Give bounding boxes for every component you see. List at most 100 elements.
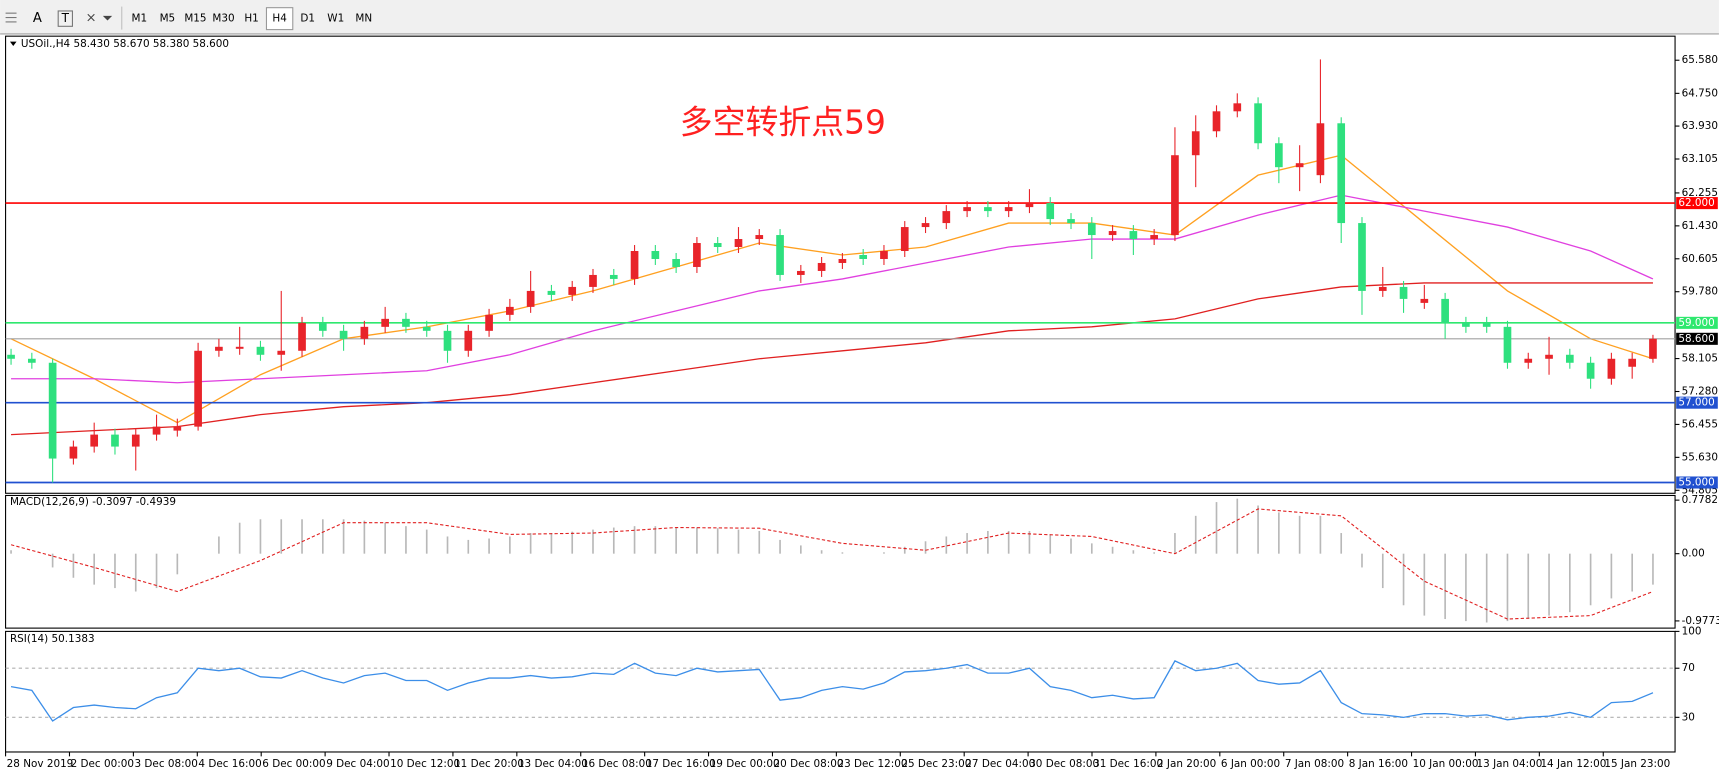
macd-signal	[10, 508, 1654, 620]
timeframe-button[interactable]: MN	[355, 13, 372, 25]
candle-body	[900, 227, 909, 252]
y-tick-label: 60.605	[1682, 253, 1718, 265]
candle-body	[1191, 131, 1200, 156]
rsi-label: RSI(14) 50.1383	[10, 633, 95, 645]
candle-body	[69, 446, 78, 459]
candle-body	[7, 354, 15, 359]
rsi-line	[10, 660, 1654, 722]
candle-body	[672, 258, 680, 267]
candle-body	[90, 434, 99, 447]
y-tick-label: 30	[1682, 711, 1695, 723]
y-tick-label: 63.930	[1682, 120, 1718, 132]
timeframe-button[interactable]: M15	[184, 13, 206, 25]
candle-body	[1108, 231, 1117, 236]
candle-body	[568, 286, 577, 295]
x-tick-label: 13 Dec 04:00	[518, 758, 588, 770]
candle-body	[1441, 298, 1449, 323]
level-label: 58.600	[1678, 333, 1714, 345]
candle-body	[589, 274, 597, 287]
x-tick-label: 23 Dec 12:00	[837, 758, 907, 770]
timeframe-button[interactable]: H4	[272, 13, 287, 25]
candle-body	[1254, 103, 1262, 144]
candle-body	[339, 330, 348, 339]
candle-body	[1649, 338, 1657, 359]
candle-body	[1420, 298, 1429, 303]
candle-body	[1087, 223, 1096, 236]
candle-body	[1462, 322, 1470, 327]
candle-body	[256, 346, 265, 355]
timeframe-button[interactable]: M5	[160, 13, 176, 25]
candle-body	[734, 239, 743, 248]
price-panel	[5, 35, 1676, 494]
y-tick-label: 61.430	[1682, 220, 1718, 232]
x-tick-label: 2 Dec 00:00	[71, 758, 134, 770]
y-tick-label: 55.630	[1682, 451, 1718, 463]
candle-body	[755, 235, 764, 240]
candle-body	[1337, 123, 1346, 224]
x-tick-label: 19 Dec 00:00	[710, 758, 780, 770]
timeframe-button[interactable]: H1	[244, 13, 258, 25]
level-label: 59.000	[1678, 317, 1714, 329]
y-tick-label: 63.105	[1682, 153, 1718, 165]
y-tick-label: 58.105	[1682, 353, 1718, 365]
timeframe-button[interactable]: D1	[300, 13, 315, 25]
x-tick-label: 28 Nov 2019	[7, 758, 74, 770]
y-tick-label: 56.455	[1682, 418, 1718, 430]
candle-body	[1586, 362, 1595, 379]
timeframe-button[interactable]: W1	[327, 13, 344, 25]
x-tick-label: 8 Jan 16:00	[1349, 758, 1408, 770]
candle-body	[506, 306, 514, 315]
candle-body	[1378, 286, 1387, 291]
x-tick-label: 27 Dec 04:00	[965, 758, 1035, 770]
candle-body	[921, 223, 930, 228]
candle-body	[111, 434, 119, 447]
annotation: 多空转折点59	[680, 102, 886, 141]
candle-body	[28, 358, 36, 363]
timeframe-button[interactable]: M1	[132, 13, 148, 25]
collapse-arrow[interactable]	[9, 41, 17, 47]
candle-body	[402, 318, 410, 327]
candle-body	[1233, 103, 1242, 112]
tool-text[interactable]: A	[33, 11, 42, 26]
y-tick-label: 0.7782	[1682, 494, 1718, 506]
candle-body	[1628, 358, 1637, 367]
moving-average	[11, 194, 1654, 384]
candle-body	[1482, 322, 1491, 327]
x-tick-label: 9 Dec 04:00	[326, 758, 389, 770]
active-timeframe	[265, 7, 294, 31]
tool-shapes[interactable]	[87, 13, 113, 22]
candle-body	[1275, 143, 1283, 168]
candle-body	[1503, 326, 1512, 363]
timeframe-button[interactable]: M30	[212, 13, 234, 25]
candle-body	[215, 346, 223, 351]
candle-body	[817, 262, 826, 271]
candle-body	[1004, 207, 1013, 212]
candle-body	[173, 426, 182, 431]
tool-label[interactable]: T	[61, 11, 70, 25]
y-tick-label: 70	[1682, 662, 1695, 674]
y-tick-label: 59.780	[1682, 286, 1718, 298]
x-tick-label: 25 Dec 23:00	[901, 758, 971, 770]
x-tick-label: 14 Jan 12:00	[1540, 758, 1606, 770]
candle-body	[630, 251, 639, 279]
y-tick-label: 100	[1682, 625, 1702, 637]
candle-body	[1067, 219, 1075, 224]
candle-body	[693, 243, 701, 267]
y-tick-label: 54.805	[1682, 484, 1718, 496]
candle-body	[547, 290, 556, 295]
y-tick-label: -0.9773	[1682, 615, 1719, 627]
candle-body	[152, 426, 161, 435]
y-tick-label: 0.00	[1682, 548, 1705, 560]
candle-body	[235, 346, 244, 349]
x-tick-label: 31 Dec 16:00	[1093, 758, 1163, 770]
candle-body	[1212, 111, 1221, 132]
level-label: 55.000	[1678, 477, 1714, 489]
tool-frame	[57, 10, 73, 27]
candle-body	[1399, 286, 1408, 299]
x-tick-label: 30 Dec 08:00	[1029, 758, 1099, 770]
level-label-box	[1676, 332, 1718, 345]
level-label: 57.000	[1678, 397, 1714, 409]
x-tick-label: 6 Jan 00:00	[1221, 758, 1280, 770]
